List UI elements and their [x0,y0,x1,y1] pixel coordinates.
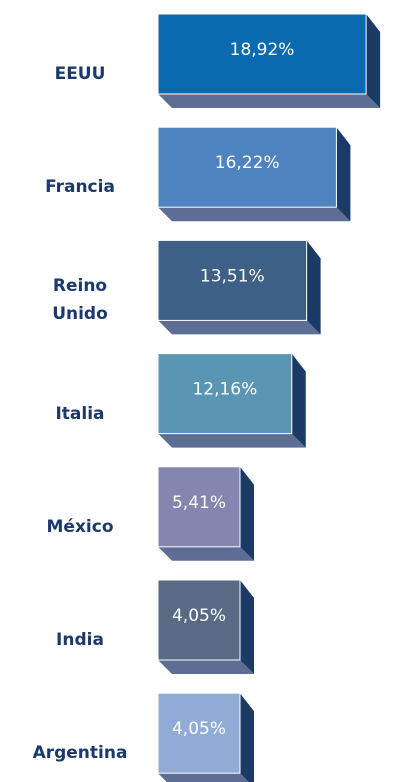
category-label: Francia [45,177,115,198]
bar [157,239,308,321]
bar-side-face [240,466,254,561]
bar-bottom-face [158,433,306,448]
bar-side-face [306,240,321,335]
category-label-box: EEUU [5,60,155,88]
category-label-box: México [5,513,155,541]
bar [157,579,241,661]
bar [157,13,367,95]
category-label-box: Argentina [5,739,155,767]
value-label: 5,41% [172,493,226,513]
bar-side-face [240,580,254,674]
value-label: 4,05% [172,719,226,739]
bar-side-face [366,14,381,108]
category-label: Argentina [32,743,128,764]
bar-bottom-face [158,660,254,674]
category-label-box: Francia [5,173,155,201]
value-label: 18,92% [230,40,295,60]
bar-side-face [291,353,306,448]
bar-bottom-face [158,207,351,222]
category-label: EEUU [54,64,106,84]
category-label: México [46,516,114,537]
bar-bottom-face [158,546,254,561]
value-label: 16,22% [215,153,280,173]
category-label-box: Italia [5,400,155,428]
value-label: 12,16% [192,380,257,400]
category-label: Reino Unido [52,276,108,325]
bar-side-face [336,127,351,222]
bar-bottom-face [158,773,249,782]
bar [157,466,241,548]
value-label: 4,05% [172,606,226,626]
bar [157,126,337,208]
category-label: Italia [55,403,105,424]
bar-side-face [240,693,254,782]
bar-bottom-face [158,94,381,108]
bar [157,353,293,435]
category-label-box: India [5,626,155,654]
bar-bottom-face [158,320,321,335]
bar [157,692,241,774]
category-label-box: Reino Unido [5,272,155,328]
category-label: India [56,630,104,650]
value-label: 13,51% [200,266,265,286]
